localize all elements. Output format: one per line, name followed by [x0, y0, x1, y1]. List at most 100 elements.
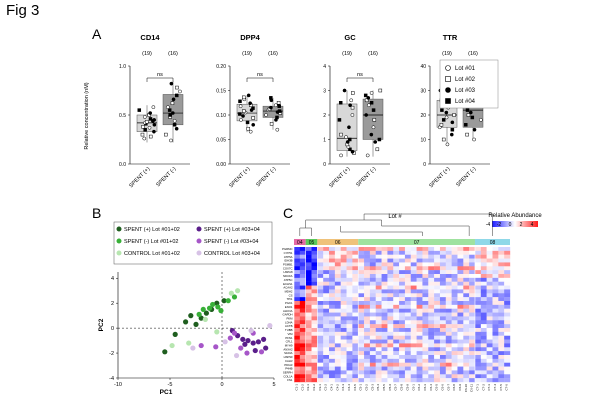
heatmap-cell [375, 378, 382, 383]
heatmap-cell [422, 250, 429, 255]
x-axis-label: PC1 [160, 389, 173, 396]
data-point [148, 117, 153, 121]
heatmap-cell [294, 378, 301, 383]
heatmap-cell [410, 289, 417, 294]
sig-bracket [346, 77, 374, 82]
data-point [464, 123, 468, 127]
heatmap-cell [469, 270, 476, 275]
heatmap-cell [480, 358, 487, 363]
heatmap-cell [439, 335, 446, 340]
heatmap-cell [480, 281, 487, 286]
heatmap-cell [387, 355, 394, 360]
heatmap-cell [457, 335, 464, 340]
heatmap-cell [323, 312, 330, 317]
heatmap-cell [486, 374, 493, 379]
heatmap-cell [463, 328, 470, 333]
heatmap-cell [393, 320, 400, 325]
heatmap-cell [469, 285, 476, 290]
heatmap-cell [334, 339, 341, 344]
heatmap-cell [340, 289, 347, 294]
heatmap-cell [404, 266, 411, 271]
data-point [248, 101, 253, 106]
heatmap-cell [434, 370, 441, 375]
heatmap-cell [364, 274, 371, 279]
group-count: (19) [142, 51, 152, 57]
heatmap-cell [305, 270, 312, 275]
heatmap-cell [486, 247, 493, 252]
heatmap-cell [340, 355, 347, 360]
heatmap-cell [486, 274, 493, 279]
heatmap-cell [480, 320, 487, 325]
heatmap-cell [434, 335, 441, 340]
heatmap-cell [504, 339, 511, 344]
heatmap-cell [329, 289, 336, 294]
heatmap-cell [299, 316, 306, 321]
heatmap-cell [416, 316, 423, 321]
heatmap-cell [334, 289, 341, 294]
heatmap-cell [369, 247, 376, 252]
heatmap-cell [486, 250, 493, 255]
data-point [152, 122, 157, 127]
heatmap-cell [305, 304, 312, 309]
heatmap-cell [299, 293, 306, 298]
heatmap-cell [381, 328, 388, 333]
heatmap-cell [311, 258, 318, 263]
heatmap-cell [387, 331, 394, 336]
heatmap-cell [311, 347, 318, 352]
column-label: C2-2 [312, 384, 316, 391]
data-point [348, 147, 352, 152]
row-label: IDH3B [284, 259, 292, 263]
heatmap-cell [474, 316, 482, 321]
heatmap-cell [294, 316, 301, 321]
heatmap-cell [375, 281, 382, 286]
heatmap-cell [294, 247, 301, 252]
row-label: CYP51 [284, 251, 293, 255]
heatmap-cell [422, 262, 429, 267]
data-point [350, 105, 355, 110]
heatmap-cell [311, 362, 318, 367]
heatmap-cell [294, 262, 301, 267]
heatmap-cell [399, 374, 406, 379]
heatmap-cell [498, 331, 505, 336]
heatmap-cell [445, 285, 452, 290]
heatmap-cell [305, 254, 312, 259]
x-tick-label: -5 [168, 382, 173, 388]
heatmap-cell [480, 355, 487, 360]
heatmap-cell [498, 281, 505, 286]
heatmap-cell [329, 270, 336, 275]
y-tick-label: 30 [420, 88, 426, 94]
heatmap-cell [334, 254, 341, 259]
heatmap-cell [299, 374, 306, 379]
heatmap-cell [375, 335, 382, 340]
heatmap-cell [451, 250, 458, 255]
column-label: C7-4 [493, 384, 497, 391]
heatmap-cell [387, 378, 394, 383]
heatmap-cell [498, 285, 505, 290]
heatmap-cell [352, 254, 359, 259]
heatmap-cell [364, 262, 371, 267]
heatmap-cell [387, 343, 394, 348]
heatmap-cell [305, 343, 312, 348]
heatmap-cell [457, 270, 464, 275]
heatmap-cell [457, 378, 464, 383]
heatmap-cell [474, 274, 482, 279]
heatmap-cell [317, 247, 324, 252]
heatmap-cell [469, 262, 476, 267]
heatmap-cell [364, 266, 371, 271]
heatmap-cell [439, 277, 446, 282]
heatmap-cell [410, 320, 417, 325]
heatmap-cell [451, 270, 458, 275]
data-point [269, 122, 274, 126]
heatmap-cell [457, 320, 464, 325]
data-point [452, 113, 456, 117]
heatmap-cell [404, 308, 411, 313]
heatmap-cell [469, 297, 476, 302]
heatmap-cell [340, 285, 347, 290]
heatmap-cell [299, 328, 306, 333]
heatmap-cell [352, 312, 359, 317]
heatmap-cell [498, 277, 505, 282]
heatmap-cell [387, 297, 394, 302]
heatmap-cell [463, 258, 470, 263]
heatmap-cell [358, 355, 365, 360]
heatmap-cell [294, 258, 301, 263]
